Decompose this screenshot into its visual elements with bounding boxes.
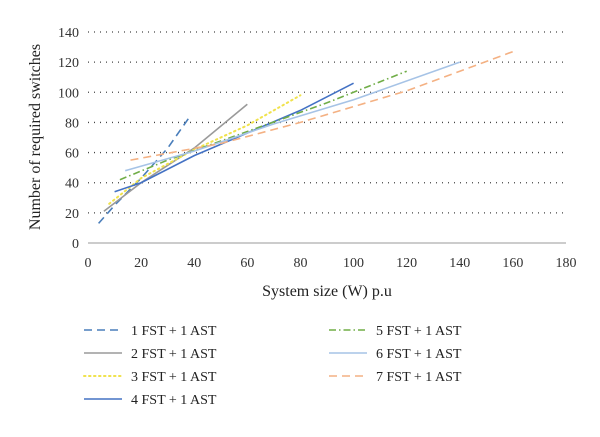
series-line bbox=[108, 94, 302, 205]
x-tick-label: 60 bbox=[240, 256, 254, 271]
x-tick-label: 180 bbox=[556, 256, 577, 271]
y-tick-label: 40 bbox=[65, 177, 79, 192]
legend-label: 6 FST + 1 AST bbox=[376, 347, 462, 362]
legend-label: 5 FST + 1 AST bbox=[376, 324, 462, 339]
series-line bbox=[98, 117, 190, 224]
y-tick-label: 140 bbox=[58, 26, 79, 41]
series-line bbox=[130, 50, 514, 161]
series-lines bbox=[98, 50, 514, 224]
y-tick-label: 120 bbox=[58, 56, 79, 71]
y-tick-labels: 0 20 40 60 80 100 120 140 bbox=[58, 26, 79, 252]
x-tick-label: 80 bbox=[293, 256, 307, 271]
y-tick-label: 0 bbox=[72, 237, 79, 252]
y-tick-label: 100 bbox=[58, 86, 79, 101]
legend-label: 4 FST + 1 AST bbox=[131, 393, 217, 408]
y-tick-label: 20 bbox=[65, 207, 79, 222]
series-line bbox=[124, 61, 461, 172]
y-tick-label: 60 bbox=[65, 147, 79, 162]
legend-label: 1 FST + 1 AST bbox=[131, 324, 217, 339]
x-axis-title: System size (W) p.u bbox=[262, 283, 392, 300]
x-tick-labels: 0 20 40 60 80 100 120 140 160 180 bbox=[85, 256, 577, 271]
series-line bbox=[119, 70, 407, 181]
x-tick-label: 0 bbox=[85, 256, 92, 271]
legend: 1 FST + 1 AST 2 FST + 1 AST 3 FST + 1 AST 4… bbox=[83, 324, 462, 408]
x-tick-label: 100 bbox=[343, 256, 364, 271]
series-line bbox=[103, 103, 248, 212]
x-tick-label: 160 bbox=[502, 256, 523, 271]
legend-label: 3 FST + 1 AST bbox=[131, 370, 217, 385]
x-tick-label: 20 bbox=[134, 256, 148, 271]
x-tick-label: 40 bbox=[187, 256, 201, 271]
x-tick-label: 120 bbox=[396, 256, 417, 271]
legend-label: 2 FST + 1 AST bbox=[131, 347, 217, 362]
y-tick-label: 80 bbox=[65, 116, 79, 131]
legend-label: 7 FST + 1 AST bbox=[376, 370, 462, 385]
x-tick-label: 140 bbox=[449, 256, 470, 271]
y-axis-title: Number of required switches bbox=[27, 44, 44, 230]
